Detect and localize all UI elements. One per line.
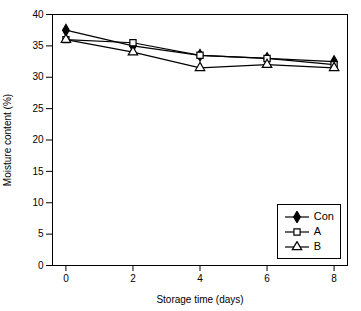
html-text:A: A [313, 225, 322, 237]
svg-text:20: 20 [32, 134, 44, 145]
svg-text:30: 30 [32, 71, 44, 82]
svg-text:35: 35 [32, 40, 44, 51]
svg-text:10: 10 [32, 197, 44, 208]
svg-text:0: 0 [38, 260, 44, 271]
svg-text:25: 25 [32, 103, 44, 114]
svg-text:Moisture content (%): Moisture content (%) [2, 94, 13, 186]
svg-text:8: 8 [331, 273, 337, 284]
svg-text:0: 0 [63, 273, 69, 284]
svg-text:15: 15 [32, 166, 44, 177]
svg-text:5: 5 [38, 228, 44, 239]
svg-text:Storage time (days): Storage time (days) [156, 294, 243, 305]
html-text:B: B [313, 240, 322, 252]
svg-text:40: 40 [32, 9, 44, 20]
html-text:Con: Con [313, 210, 334, 222]
svg-text:4: 4 [197, 273, 203, 284]
svg-text:2: 2 [130, 273, 136, 284]
svg-text:6: 6 [264, 273, 270, 284]
